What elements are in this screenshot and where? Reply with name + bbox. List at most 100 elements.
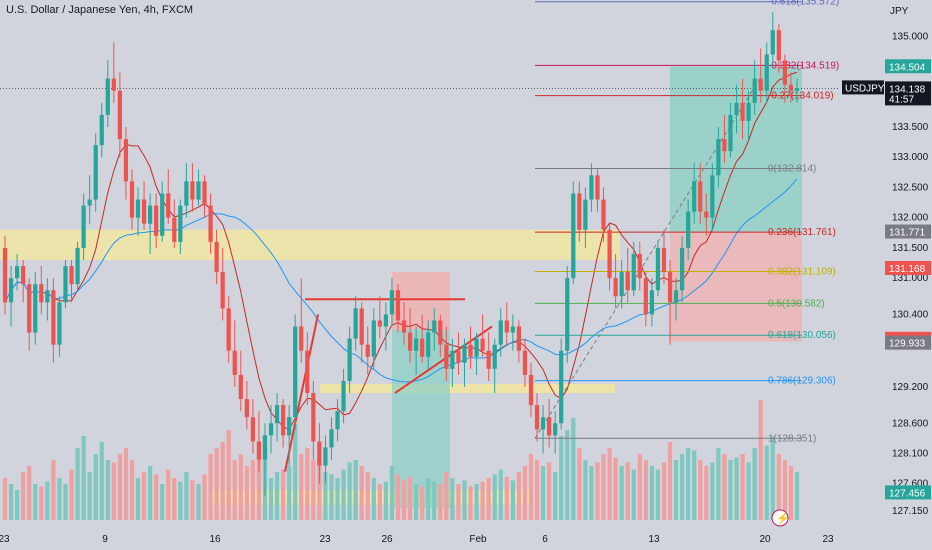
long-stop-zone: [670, 231, 802, 342]
candle-body: [371, 320, 376, 357]
candle-body: [589, 175, 594, 200]
countdown-text: 41:57: [889, 94, 914, 105]
fib-level-label: 0.382(131.109): [768, 267, 836, 278]
volume-bar: [45, 481, 50, 520]
volume-bar: [184, 472, 189, 520]
time-tick: 6: [542, 534, 548, 545]
fib-level-label: 0.236(131.761): [768, 227, 836, 238]
volume-bar: [280, 469, 286, 520]
candle-body: [450, 350, 455, 369]
candle-body: [438, 320, 443, 345]
candle-body: [782, 60, 788, 85]
volume-layer: [2, 400, 800, 520]
price-tag: [885, 81, 931, 106]
volume-bar: [637, 454, 642, 520]
price-tag-text: 131.771: [889, 228, 926, 239]
volume-bar: [287, 466, 292, 520]
volume-bar: [486, 478, 491, 520]
volume-bar: [510, 480, 515, 520]
candle-body: [51, 290, 56, 345]
candle-body: [631, 253, 636, 291]
volume-bar: [426, 478, 431, 520]
candle-body: [462, 344, 467, 363]
candle-body: [420, 338, 425, 357]
volume-bar: [559, 436, 564, 520]
candle-body: [105, 78, 110, 115]
candle-body: [571, 193, 576, 279]
price-tag: [885, 260, 931, 275]
candle-body: [123, 139, 129, 182]
volume-bar: [208, 454, 213, 520]
lightning-icon[interactable]: [771, 509, 789, 527]
candle-body: [534, 405, 540, 430]
candle-body: [274, 405, 280, 424]
time-axis[interactable]: 23 9 16 23 26 Feb 6 13 20 23: [0, 534, 834, 545]
candle-body: [559, 350, 564, 424]
candle-body: [238, 374, 243, 400]
symbol-tag-text: USDJPY: [845, 83, 885, 94]
candle-body: [746, 102, 751, 121]
volume-bar: [456, 484, 461, 520]
candle-body: [21, 266, 26, 285]
candle-body: [528, 374, 534, 406]
volume-bar: [178, 481, 183, 520]
volume-bar: [226, 430, 231, 520]
volume-bar: [69, 469, 74, 520]
candle-body: [81, 205, 86, 248]
candle-body: [353, 308, 358, 339]
candle-body: [172, 217, 177, 242]
volume-bar: [728, 460, 733, 520]
volume-bar: [353, 460, 358, 520]
volume-bar: [33, 484, 38, 520]
candle-body: [87, 199, 92, 206]
fib-level-label: -0.382(134.519): [768, 60, 839, 71]
price-tag: [885, 485, 931, 500]
fib-level-label: -0.27(134.019): [768, 91, 834, 102]
volume-bar: [27, 466, 32, 520]
candle-body: [329, 429, 334, 448]
candle-body: [377, 320, 382, 327]
candle-body: [716, 139, 721, 176]
volume-bar: [160, 484, 165, 520]
candle-body: [14, 266, 20, 279]
candle-body: [401, 320, 407, 333]
volume-bar: [522, 466, 528, 520]
price-tag: [885, 59, 931, 74]
volume-bar: [722, 454, 727, 520]
candle-body: [583, 199, 588, 230]
volume-bar: [413, 484, 419, 520]
candle-body: [226, 308, 231, 351]
fib-level-label: 0.5(130.582): [768, 298, 825, 309]
candle-body: [498, 320, 503, 345]
short-target-zone: [392, 329, 450, 508]
price-tag: [885, 224, 931, 239]
volume-bar: [135, 478, 141, 520]
zone-layer: [0, 66, 802, 508]
volume-bar: [14, 490, 20, 520]
candle-body: [232, 350, 237, 375]
candle-body: [117, 90, 123, 140]
candle-body: [619, 272, 624, 297]
volume-bar: [39, 486, 44, 520]
candle-body: [667, 272, 673, 303]
price-tick: 128.100: [892, 448, 929, 459]
price-tag-text: 127.456: [889, 488, 926, 499]
volume-bar: [679, 454, 685, 520]
volume-bar: [147, 466, 153, 520]
price-tick: 133.500: [892, 122, 929, 133]
fib-level-label: 0.618(130.056): [768, 330, 836, 341]
time-tick: 26: [381, 534, 393, 545]
price-tag: [885, 335, 931, 350]
candle-body: [794, 88, 800, 91]
zone-thin: [320, 383, 615, 394]
candle-body: [504, 320, 509, 333]
volume-bar: [686, 448, 691, 520]
volume-bar: [420, 486, 425, 520]
volume-bar: [93, 454, 98, 520]
candle-body: [540, 417, 546, 430]
candle-body: [383, 314, 389, 327]
volume-bar: [782, 460, 788, 520]
candle-body: [522, 350, 528, 375]
